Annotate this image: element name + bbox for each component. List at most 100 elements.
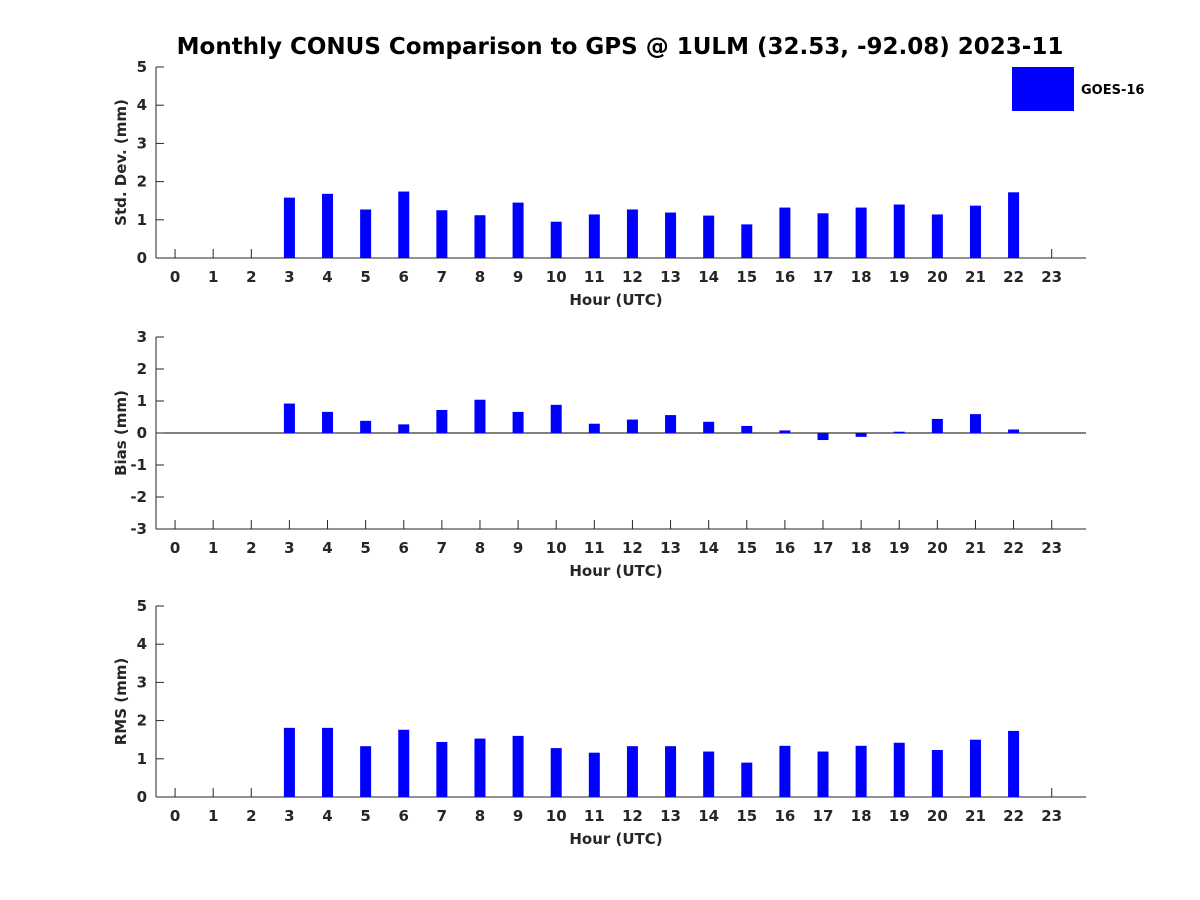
x-tick-label: 20 bbox=[927, 807, 948, 825]
x-tick-label: 7 bbox=[437, 807, 447, 825]
x-tick-label: 14 bbox=[698, 268, 719, 286]
legend: GOES-16 bbox=[1012, 67, 1144, 111]
x-tick-label: 19 bbox=[889, 539, 910, 557]
x-tick-label: 13 bbox=[660, 539, 681, 557]
x-tick-label: 4 bbox=[322, 539, 332, 557]
x-tick-label: 18 bbox=[851, 268, 872, 286]
x-tick-label: 7 bbox=[437, 539, 447, 557]
x-tick-label: 0 bbox=[170, 268, 180, 286]
bar-hour-5 bbox=[360, 209, 372, 258]
x-tick-label: 10 bbox=[546, 807, 567, 825]
x-tick-label: 23 bbox=[1041, 807, 1062, 825]
bar-hour-3 bbox=[283, 727, 295, 797]
x-tick-label: 9 bbox=[513, 268, 523, 286]
x-tick-label: 23 bbox=[1041, 268, 1062, 286]
bar-hour-4 bbox=[322, 193, 334, 258]
x-tick-label: 9 bbox=[513, 539, 523, 557]
y-tick-label: 2 bbox=[137, 712, 147, 730]
x-tick-label: 18 bbox=[851, 539, 872, 557]
bar-hour-20 bbox=[931, 750, 943, 797]
x-tick-label: 8 bbox=[475, 268, 485, 286]
y-tick-label: 3 bbox=[137, 134, 147, 152]
x-tick-label: 8 bbox=[475, 539, 485, 557]
bar-hour-18 bbox=[855, 433, 867, 437]
x-tick-label: 19 bbox=[889, 268, 910, 286]
x-axis-label: Hour (UTC) bbox=[569, 562, 662, 580]
bar-hour-7 bbox=[436, 210, 448, 258]
x-tick-label: 4 bbox=[322, 268, 332, 286]
bar-hour-6 bbox=[398, 424, 410, 433]
x-tick-label: 14 bbox=[698, 807, 719, 825]
bar-hour-11 bbox=[588, 752, 600, 797]
bar-hour-22 bbox=[1008, 730, 1020, 797]
bar-hour-11 bbox=[588, 214, 600, 258]
bar-hour-13 bbox=[665, 212, 677, 258]
x-tick-label: 3 bbox=[284, 539, 294, 557]
bar-hour-12 bbox=[626, 419, 638, 433]
y-tick-label: -1 bbox=[130, 456, 147, 474]
x-tick-label: 1 bbox=[208, 539, 218, 557]
bar-hour-14 bbox=[703, 215, 715, 258]
x-tick-label: 0 bbox=[170, 807, 180, 825]
x-tick-label: 22 bbox=[1003, 807, 1024, 825]
y-tick-label: 4 bbox=[137, 96, 147, 114]
x-tick-label: 16 bbox=[774, 807, 795, 825]
y-axis-label: Std. Dev. (mm) bbox=[112, 99, 130, 226]
bar-hour-14 bbox=[703, 751, 715, 797]
y-tick-label: 3 bbox=[137, 673, 147, 691]
y-tick-label: -3 bbox=[130, 520, 147, 538]
y-tick-label: 0 bbox=[137, 788, 147, 806]
bar-hour-13 bbox=[665, 415, 677, 433]
bar-hour-9 bbox=[512, 411, 524, 433]
x-tick-label: 16 bbox=[774, 539, 795, 557]
x-tick-label: 15 bbox=[736, 807, 757, 825]
bar-hour-14 bbox=[703, 421, 715, 433]
bar-hour-15 bbox=[741, 224, 753, 258]
y-axis-label: Bias (mm) bbox=[112, 390, 130, 476]
bar-hour-20 bbox=[931, 214, 943, 258]
bar-hour-7 bbox=[436, 741, 448, 797]
y-tick-label: 1 bbox=[137, 211, 147, 229]
bar-hour-16 bbox=[779, 745, 791, 797]
bar-hour-7 bbox=[436, 409, 448, 433]
bar-hour-9 bbox=[512, 735, 524, 797]
y-tick-label: 5 bbox=[137, 597, 147, 615]
bar-hour-19 bbox=[893, 204, 905, 258]
bar-hour-22 bbox=[1008, 192, 1020, 258]
bar-hour-15 bbox=[741, 425, 753, 433]
bar-hour-20 bbox=[931, 418, 943, 433]
bar-hour-17 bbox=[817, 213, 829, 258]
y-tick-label: 0 bbox=[137, 424, 147, 442]
x-tick-label: 22 bbox=[1003, 268, 1024, 286]
bar-hour-4 bbox=[322, 411, 334, 433]
x-tick-label: 8 bbox=[475, 807, 485, 825]
x-tick-label: 11 bbox=[584, 807, 605, 825]
x-tick-label: 17 bbox=[813, 268, 834, 286]
x-axis-label: Hour (UTC) bbox=[569, 830, 662, 848]
y-tick-label: 5 bbox=[137, 58, 147, 76]
x-tick-label: 5 bbox=[360, 807, 370, 825]
x-tick-label: 9 bbox=[513, 807, 523, 825]
bar-hour-3 bbox=[283, 197, 295, 258]
x-tick-label: 2 bbox=[246, 268, 256, 286]
x-tick-label: 11 bbox=[584, 539, 605, 557]
x-axis-label: Hour (UTC) bbox=[569, 291, 662, 309]
x-tick-label: 2 bbox=[246, 539, 256, 557]
x-tick-label: 6 bbox=[399, 539, 409, 557]
x-tick-label: 0 bbox=[170, 539, 180, 557]
x-tick-label: 4 bbox=[322, 807, 332, 825]
bar-hour-8 bbox=[474, 399, 486, 433]
x-tick-label: 14 bbox=[698, 539, 719, 557]
bar-hour-15 bbox=[741, 762, 753, 797]
bar-hour-13 bbox=[665, 746, 677, 797]
x-tick-label: 20 bbox=[927, 268, 948, 286]
x-tick-label: 21 bbox=[965, 268, 986, 286]
x-tick-label: 23 bbox=[1041, 539, 1062, 557]
bar-hour-5 bbox=[360, 420, 372, 433]
chart-title: Monthly CONUS Comparison to GPS @ 1ULM (… bbox=[177, 34, 1064, 60]
x-tick-label: 6 bbox=[399, 268, 409, 286]
y-tick-label: 2 bbox=[137, 360, 147, 378]
y-tick-label: 3 bbox=[137, 328, 147, 346]
x-tick-label: 2 bbox=[246, 807, 256, 825]
